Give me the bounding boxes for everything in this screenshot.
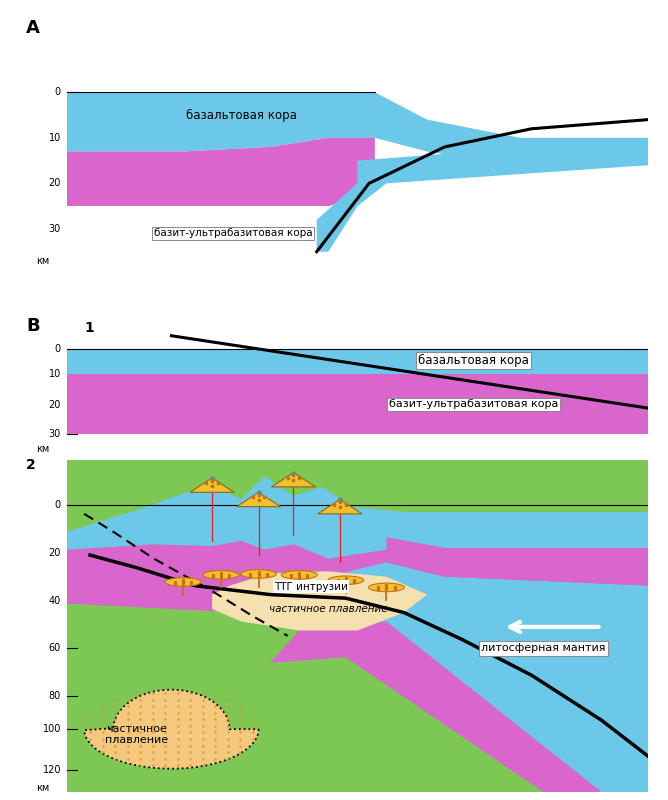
Text: базит-ультрабазитовая кора: базит-ультрабазитовая кора [389, 399, 558, 410]
Text: км: км [36, 256, 49, 266]
Text: 100: 100 [43, 724, 61, 734]
Text: км: км [36, 783, 49, 794]
Polygon shape [165, 578, 201, 586]
Text: B: B [26, 317, 39, 334]
Polygon shape [67, 460, 648, 792]
Text: 10: 10 [49, 133, 61, 143]
Text: литосферная мантия: литосферная мантия [481, 643, 606, 654]
Text: км: км [36, 445, 49, 454]
Text: 1: 1 [84, 321, 94, 335]
Polygon shape [67, 349, 648, 374]
Text: 2: 2 [26, 458, 36, 472]
Polygon shape [271, 473, 315, 487]
Text: 30: 30 [49, 429, 61, 439]
Polygon shape [369, 583, 404, 592]
Text: 120: 120 [43, 766, 61, 775]
Text: 20: 20 [49, 548, 61, 558]
Polygon shape [318, 499, 362, 514]
Polygon shape [67, 476, 648, 558]
Text: 0: 0 [55, 344, 61, 354]
Text: базит-ультрабазитовая кора: базит-ультрабазитовая кора [154, 229, 313, 238]
Text: A: A [26, 19, 40, 37]
Polygon shape [281, 570, 317, 579]
Polygon shape [67, 374, 648, 434]
Polygon shape [67, 92, 648, 165]
Polygon shape [328, 576, 363, 585]
Polygon shape [203, 570, 238, 579]
Text: базальтовая кора: базальтовая кора [186, 109, 297, 122]
Text: ТТГ интрузии: ТТГ интрузии [274, 582, 348, 591]
Text: 20: 20 [49, 178, 61, 188]
Text: 60: 60 [49, 643, 61, 654]
Polygon shape [387, 512, 648, 548]
Text: базальтовая кора: базальтовая кора [418, 354, 529, 367]
Text: частичное плавление: частичное плавление [269, 604, 387, 614]
Polygon shape [212, 571, 427, 630]
Text: 0: 0 [55, 500, 61, 510]
Text: 80: 80 [49, 691, 61, 702]
Polygon shape [236, 492, 281, 506]
Polygon shape [317, 138, 648, 252]
Text: 20: 20 [49, 401, 61, 410]
Polygon shape [67, 206, 375, 274]
Text: 10: 10 [49, 370, 61, 379]
Polygon shape [240, 570, 277, 578]
Polygon shape [190, 478, 234, 492]
Text: 30: 30 [49, 224, 61, 234]
Polygon shape [271, 622, 601, 792]
Polygon shape [84, 690, 259, 769]
Text: 0: 0 [55, 87, 61, 98]
Polygon shape [67, 541, 648, 613]
Polygon shape [387, 537, 648, 586]
Polygon shape [299, 562, 648, 792]
Polygon shape [67, 138, 375, 206]
Text: 40: 40 [49, 595, 61, 606]
Text: частичное
плавление: частичное плавление [105, 724, 168, 746]
